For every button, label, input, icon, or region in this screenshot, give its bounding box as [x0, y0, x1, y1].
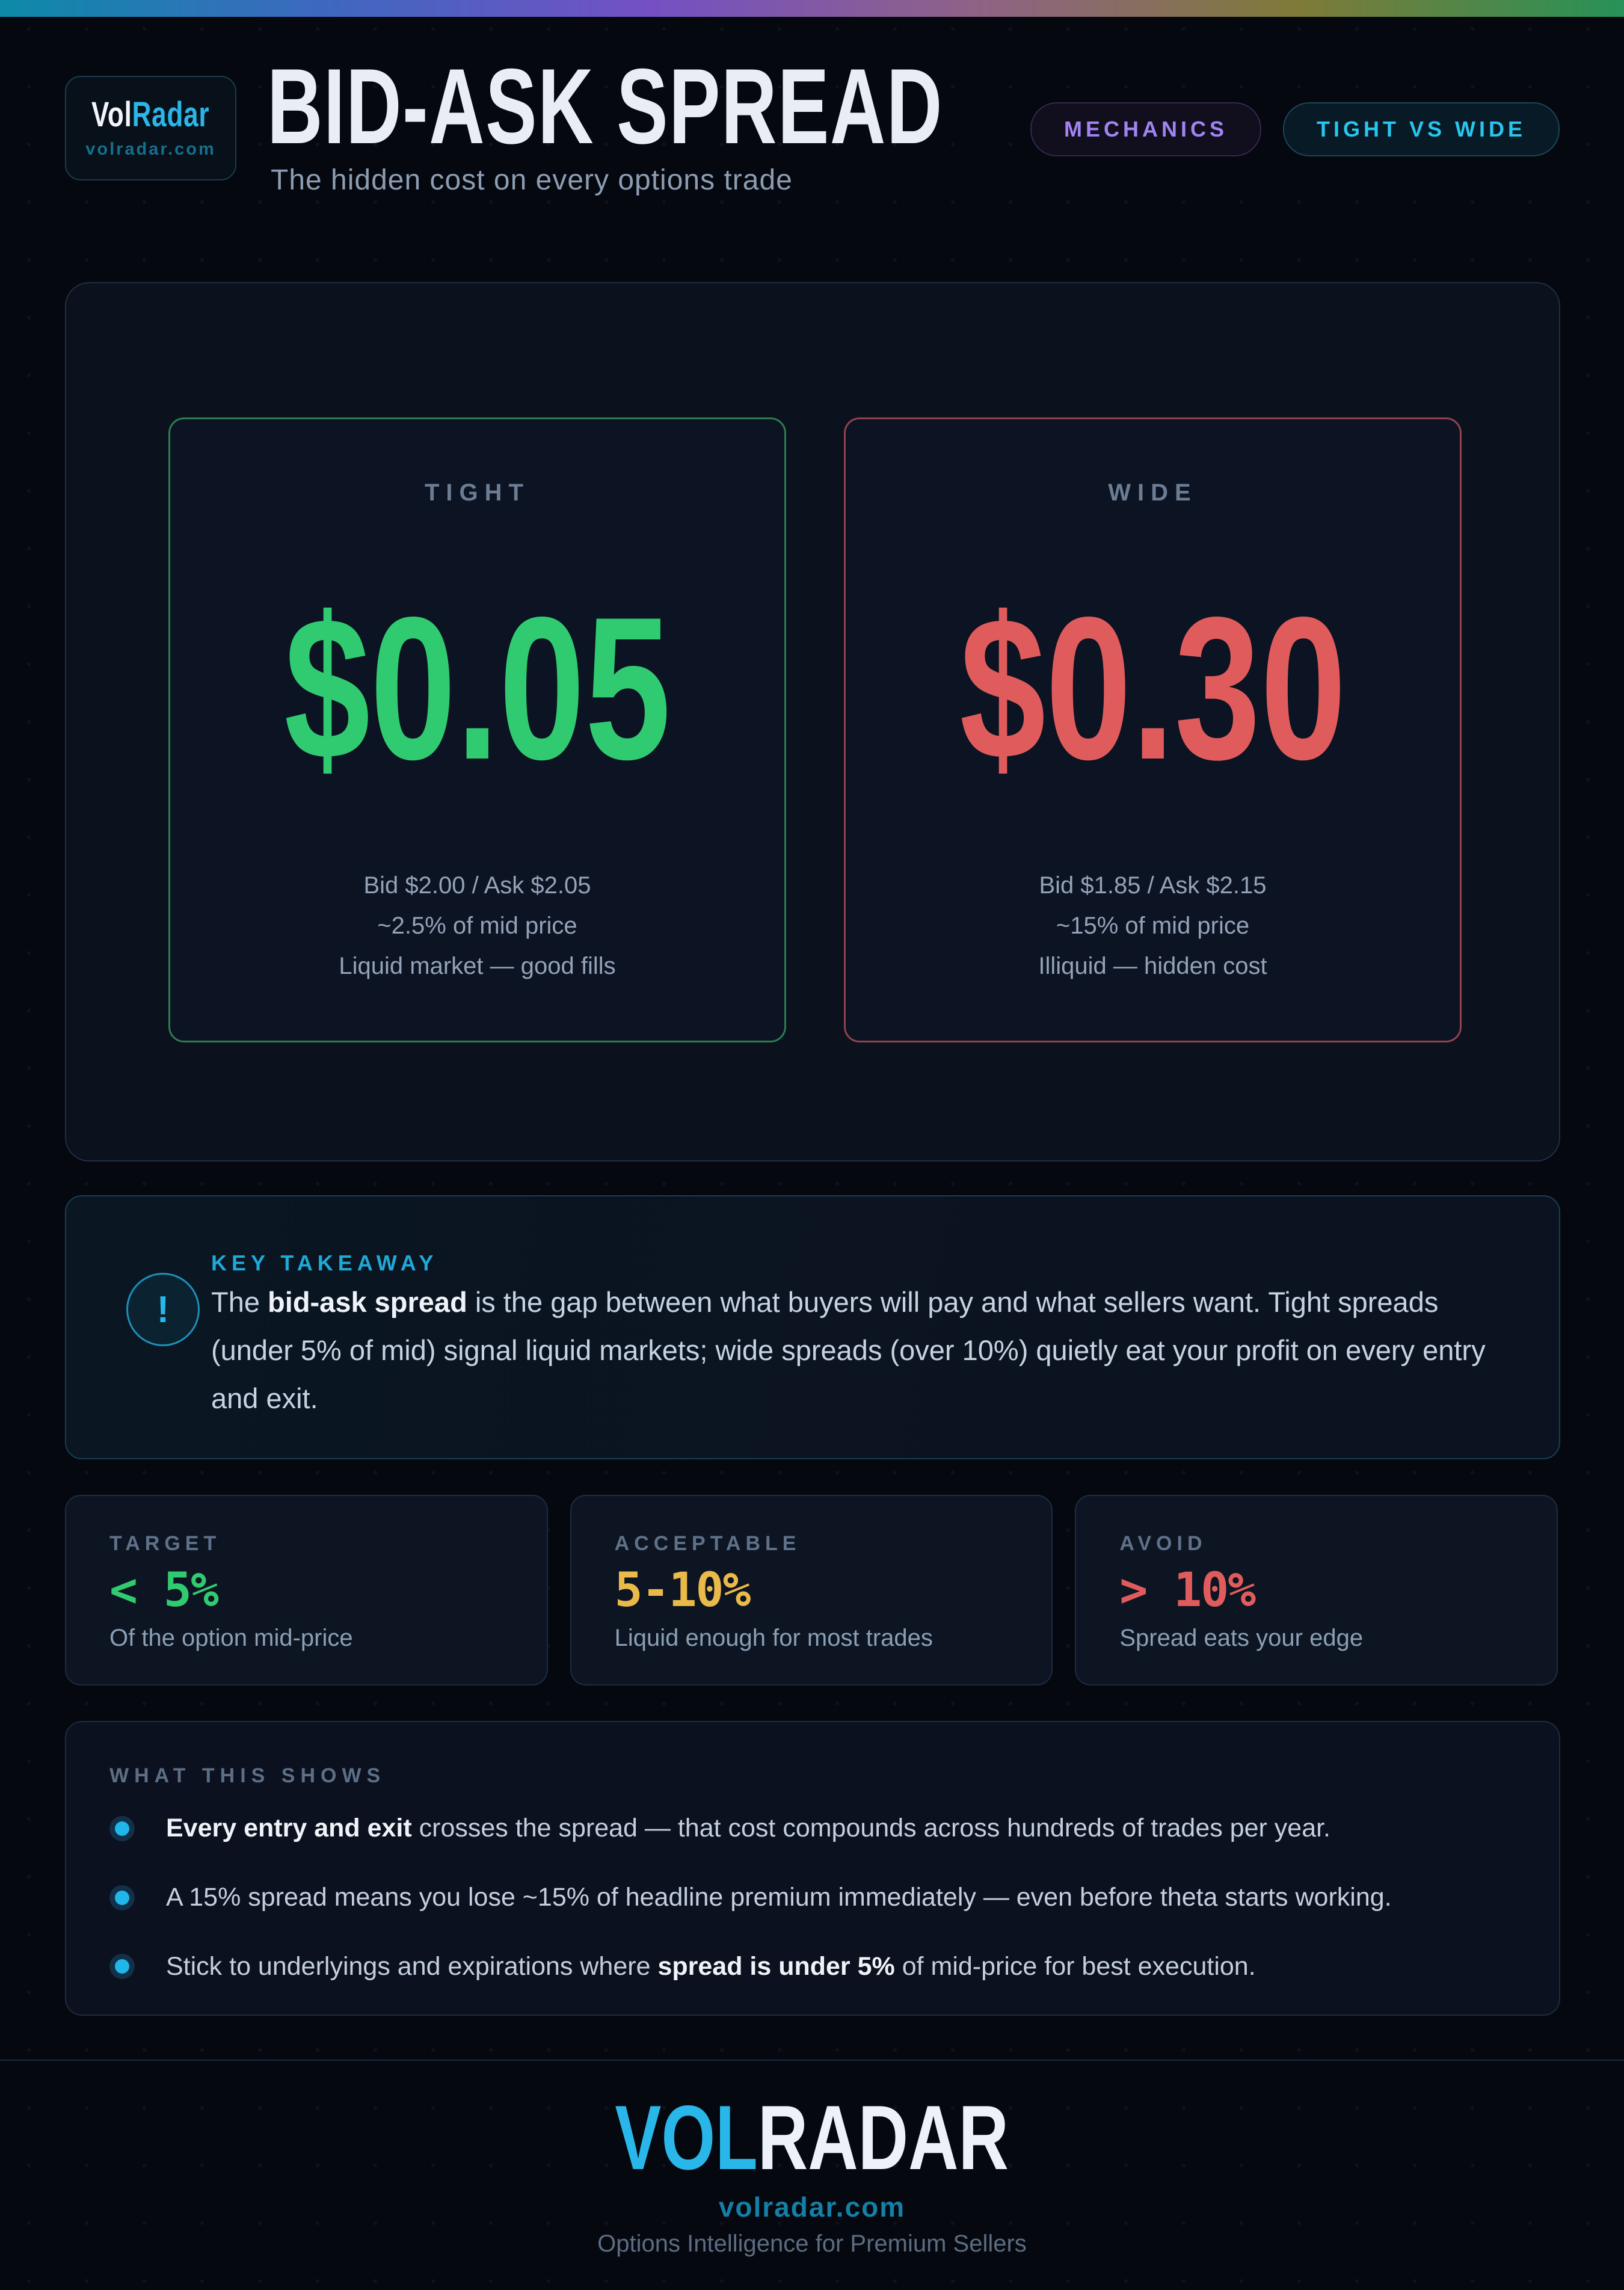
footer-tagline: Options Intelligence for Premium Sellers	[597, 2230, 1027, 2257]
shows-bullet-list: Every entry and exit crosses the spread …	[109, 1812, 1516, 1983]
panel-tight-label: TIGHT	[425, 479, 530, 506]
panel-wide-details: Bid $1.85 / Ask $2.15 ~15% of mid price …	[846, 866, 1460, 986]
footer-separator	[0, 2060, 1624, 2061]
top-gradient-bar	[0, 0, 1624, 17]
badge-mechanics: MECHANICS	[1030, 102, 1261, 156]
panel-tight-value: $0.05	[284, 574, 671, 802]
badge-tight-vs-wide: TIGHT VS WIDE	[1283, 102, 1560, 156]
panel-detail-line: Illiquid — hidden cost	[1038, 953, 1267, 979]
footer-site-url: volradar.com	[718, 2191, 906, 2223]
stat-value: 5-10%	[614, 1563, 751, 1617]
panel-detail-line: Liquid market — good fills	[339, 953, 616, 979]
stat-card-target: TARGET < 5% Of the option mid-price	[65, 1495, 548, 1685]
panel-wide-label: WIDE	[1108, 479, 1198, 506]
stat-label: TARGET	[109, 1532, 221, 1555]
panel-tight: TIGHT $0.05 Bid $2.00 / Ask $2.05 ~2.5% …	[168, 417, 786, 1042]
stat-label: ACCEPTABLE	[614, 1532, 801, 1555]
panel-detail-line: ~15% of mid price	[1056, 913, 1250, 939]
brand-logo-box: VolRadar volradar.com	[65, 76, 236, 180]
comparison-card: TIGHT $0.05 Bid $2.00 / Ask $2.05 ~2.5% …	[65, 282, 1560, 1162]
panel-detail-line: Bid $2.00 / Ask $2.05	[363, 872, 591, 899]
stat-desc: Of the option mid-price	[109, 1625, 353, 1651]
bullet-dot-icon	[109, 1815, 135, 1841]
threshold-stats-row: TARGET < 5% Of the option mid-price ACCE…	[65, 1495, 1558, 1685]
stat-value: > 10%	[1119, 1563, 1256, 1617]
panel-wide: WIDE $0.30 Bid $1.85 / Ask $2.15 ~15% of…	[844, 417, 1462, 1042]
stat-value: < 5%	[109, 1563, 219, 1617]
panel-wide-value: $0.30	[959, 574, 1346, 802]
footer-wordmark: VOLRADAR	[0, 2092, 1624, 2184]
stat-card-acceptable: ACCEPTABLE 5-10% Liquid enough for most …	[570, 1495, 1053, 1685]
brand-wordmark-radar: Radar	[132, 94, 210, 134]
stat-card-avoid: AVOID > 10% Spread eats your edge	[1075, 1495, 1558, 1685]
brand-wordmark-vol: Vol	[91, 94, 132, 134]
stat-label: AVOID	[1119, 1532, 1207, 1555]
shows-label: WHAT THIS SHOWS	[109, 1764, 386, 1787]
bullet-item: Every entry and exit crosses the spread …	[109, 1812, 1516, 1845]
bullet-item: Stick to underlyings and expirations whe…	[109, 1951, 1516, 1983]
bullet-item: A 15% spread means you lose ~15% of head…	[109, 1882, 1516, 1914]
panel-detail-line: ~2.5% of mid price	[377, 913, 577, 939]
footer-wordmark-vol: VOL	[615, 2087, 758, 2189]
shows-card: WHAT THIS SHOWS Every entry and exit cro…	[65, 1721, 1560, 2016]
stat-desc: Liquid enough for most trades	[614, 1625, 933, 1651]
takeaway-label: KEY TAKEAWAY	[211, 1251, 438, 1275]
panel-tight-details: Bid $2.00 / Ask $2.05 ~2.5% of mid price…	[170, 866, 784, 986]
takeaway-body: The bid-ask spread is the gap between wh…	[211, 1286, 1486, 1414]
takeaway-card: ! KEY TAKEAWAY The bid-ask spread is the…	[65, 1195, 1560, 1459]
page-title: BID-ASK SPREAD	[267, 46, 943, 166]
alert-icon: !	[126, 1273, 200, 1346]
header-badges: MECHANICS TIGHT VS WIDE	[1030, 102, 1560, 156]
panel-detail-line: Bid $1.85 / Ask $2.15	[1039, 872, 1267, 899]
page-subtitle: The hidden cost on every options trade	[271, 164, 793, 196]
bullet-dot-icon	[109, 1885, 135, 1910]
bullet-dot-icon	[109, 1954, 135, 1980]
brand-wordmark: VolRadar	[73, 97, 228, 132]
stat-desc: Spread eats your edge	[1119, 1625, 1364, 1651]
footer-wordmark-radar: RADAR	[758, 2087, 1009, 2189]
brand-site-url: volradar.com	[85, 139, 216, 159]
